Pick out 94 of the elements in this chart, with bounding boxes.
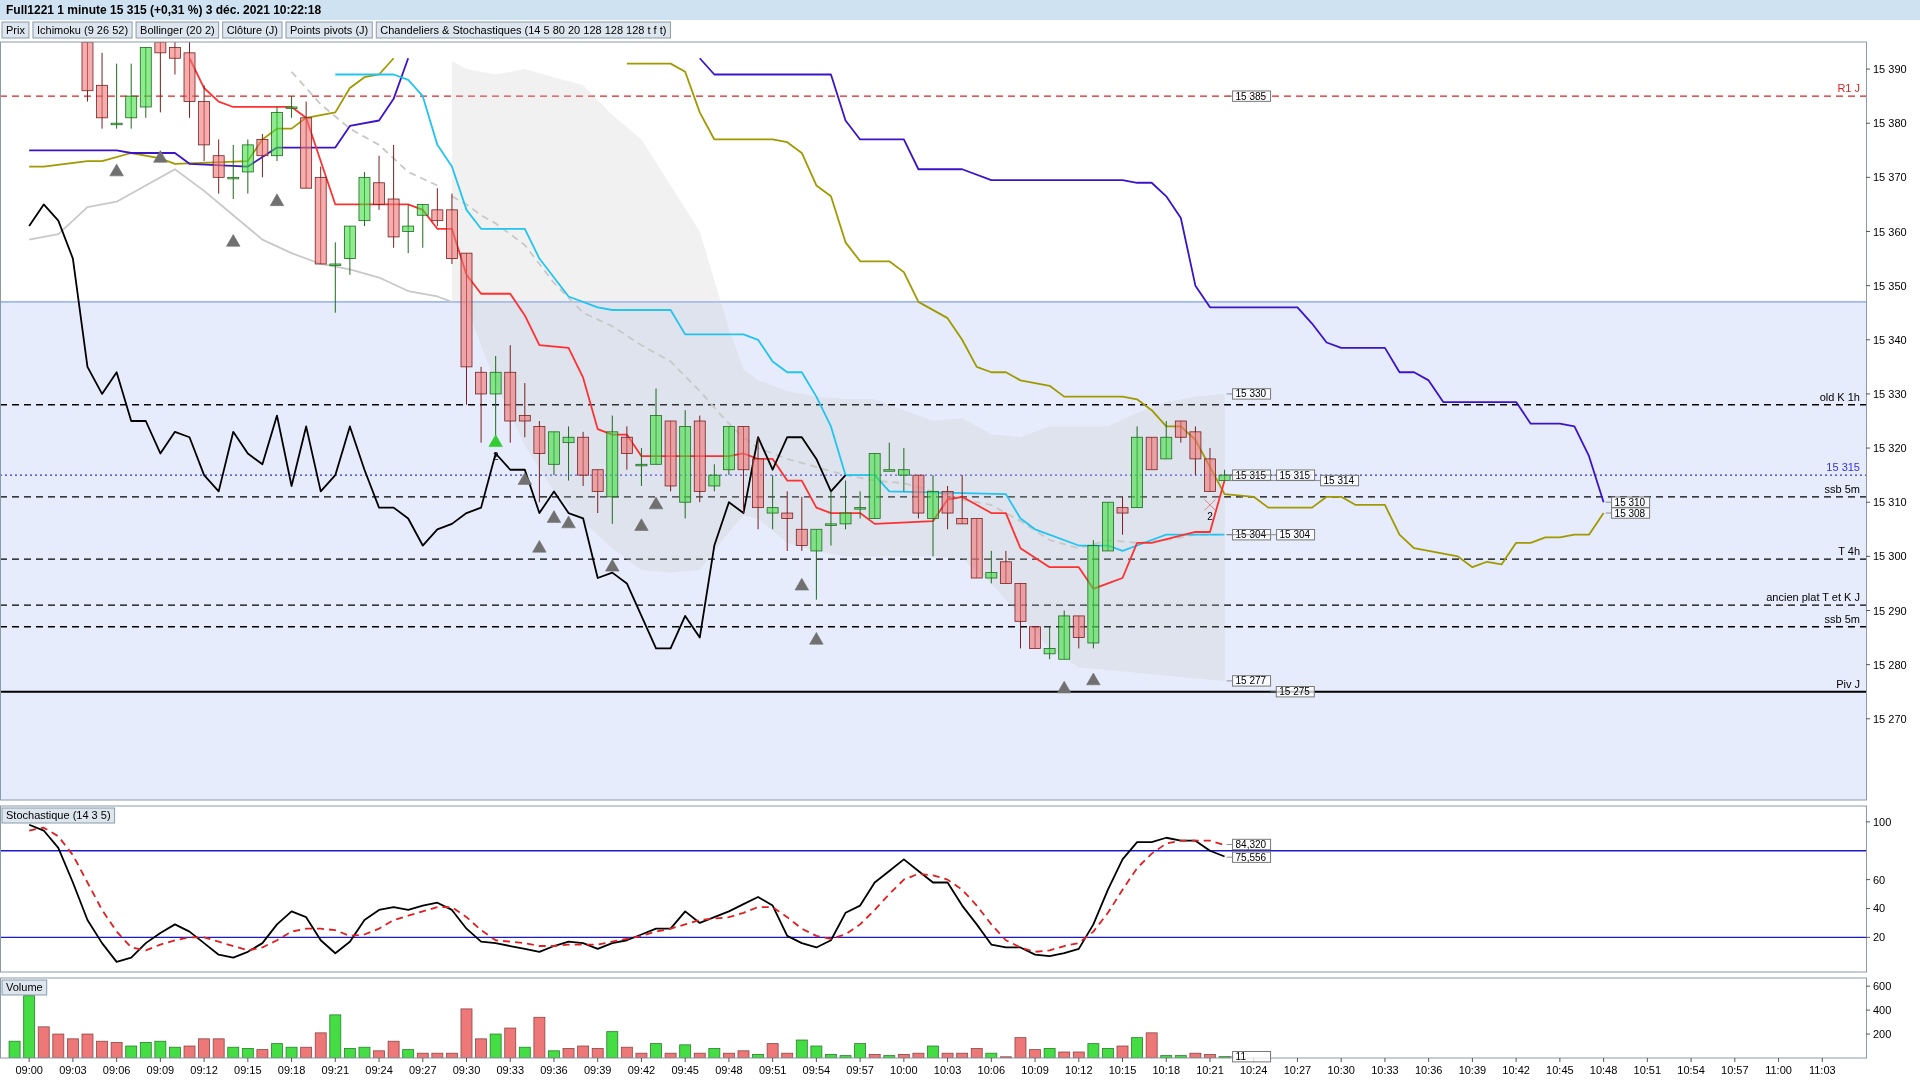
y-tick-label: 60 (1873, 873, 1886, 886)
annotation: 15 314 (1323, 475, 1355, 487)
x-tick-label: 11:00 (1765, 1064, 1792, 1076)
ref-line-label: R1 J (1837, 82, 1860, 95)
annotation: 15 308 (1614, 507, 1646, 519)
x-tick-label: 10:06 (977, 1064, 1006, 1076)
x-tick-label: 09:36 (540, 1064, 568, 1076)
x-tick-label: 09:18 (277, 1064, 306, 1076)
y-tick-label: 15 390 (1873, 63, 1907, 76)
x-tick-label: 09:39 (583, 1064, 612, 1076)
x-tick-label: 09:57 (846, 1064, 874, 1076)
x-tick-label: 09:48 (715, 1064, 743, 1076)
annotation: 15 310 (1614, 496, 1646, 508)
annotation: 15 275 (1279, 686, 1311, 698)
x-tick-label: 10:15 (1108, 1064, 1137, 1076)
y-tick-label: 15 320 (1873, 442, 1907, 455)
annotation: 15 304 (1279, 529, 1311, 541)
y-tick-label: 600 (1873, 980, 1892, 993)
x-tick-label: 10:12 (1065, 1064, 1093, 1076)
x-tick-label: 09:21 (321, 1064, 350, 1076)
x-tick-label: 10:51 (1633, 1064, 1662, 1076)
ref-line-label: ssb 5m (1824, 482, 1860, 495)
x-tick-label: 11:03 (1808, 1064, 1836, 1076)
x-tick-label: 10:54 (1677, 1064, 1705, 1076)
x-tick-label: 10:00 (890, 1064, 918, 1076)
x-tick-label: 10:36 (1414, 1064, 1443, 1076)
text: Points pivots (J) (290, 24, 369, 36)
x-tick-label: 10:09 (1021, 1064, 1049, 1076)
ref-line-label: old K 1h (1819, 390, 1860, 403)
y-tick-label: 40 (1873, 902, 1886, 915)
x-tick-label: 10:30 (1327, 1064, 1355, 1076)
annotation: 15 277 (1235, 675, 1267, 687)
x-tick-label: 09:45 (671, 1064, 699, 1076)
x-tick-label: 09:12 (190, 1064, 218, 1076)
y-tick-label: 15 280 (1873, 658, 1907, 671)
annotation: 2 (1207, 510, 1214, 522)
x-tick-label: 09:03 (59, 1064, 87, 1076)
annotation: 15 385 (1235, 90, 1267, 102)
text: Ichimoku (9 26 52) (36, 24, 129, 36)
annotation: 15 315 (1279, 469, 1311, 481)
y-tick-label: 100 (1873, 815, 1892, 828)
chart-title: Stochastique (14 3 5) (6, 809, 111, 821)
annotation: 75,556 (1235, 851, 1267, 863)
x-tick-label: 09:06 (102, 1064, 131, 1076)
y-tick-label: 15 360 (1873, 225, 1907, 238)
annotation: 15 315 (1235, 469, 1267, 481)
x-tick-label: 09:00 (15, 1064, 43, 1076)
x-tick-label: 10:27 (1283, 1064, 1312, 1076)
ref-line-label: Piv J (1836, 677, 1860, 690)
text: Clôture (J) (226, 24, 278, 36)
y-tick-label: 20 (1873, 931, 1886, 944)
y-tick-label: 400 (1873, 1004, 1892, 1017)
x-tick-label: 09:42 (627, 1064, 656, 1076)
x-tick-label: 10:21 (1196, 1064, 1224, 1076)
x-tick-label: 10:18 (1152, 1064, 1181, 1076)
x-tick-label: 09:15 (234, 1064, 262, 1076)
y-tick-label: 15 340 (1873, 333, 1907, 346)
y-tick-label: 15 380 (1873, 117, 1907, 130)
x-tick-label: 09:51 (758, 1064, 787, 1076)
x-tick-label: 10:33 (1371, 1064, 1399, 1076)
x-tick-label: 10:42 (1502, 1064, 1530, 1076)
x-tick-label: 10:39 (1458, 1064, 1487, 1076)
x-tick-label: 10:48 (1589, 1064, 1618, 1076)
annotation: 15 304 (1235, 529, 1267, 541)
x-tick-label: 09:33 (496, 1064, 524, 1076)
y-tick-label: 200 (1873, 1028, 1892, 1041)
ref-line-label: ssb 5m (1824, 612, 1860, 625)
y-tick-label: 15 370 (1873, 171, 1907, 184)
text: Chandeliers & Stochastiques (14 5 80 20 128 128 128 t f t) (380, 24, 667, 36)
y-tick-label: 15 350 (1873, 279, 1907, 292)
text: Prix (6, 24, 26, 36)
x-tick-label: 09:54 (802, 1064, 831, 1076)
chart-title: Volume (6, 981, 43, 993)
x-tick-label: 09:09 (146, 1064, 175, 1076)
y-tick-label: 15 330 (1873, 387, 1907, 400)
y-tick-label: 15 270 (1873, 712, 1907, 725)
x-tick-label: 09:27 (409, 1064, 437, 1076)
annotation: 11 (1235, 1051, 1247, 1063)
y-tick-label: 15 290 (1873, 604, 1907, 617)
ref-line-label: T 4h (1838, 545, 1860, 558)
annotation: 84,320 (1235, 839, 1267, 851)
x-tick-label: 09:24 (365, 1064, 393, 1076)
chart-title: Full1221 1 minute 15 315 (+0,31 %) 3 déc. 2021 10:22:18 (6, 3, 322, 17)
x-tick-label: 10:24 (1239, 1064, 1268, 1076)
text: Bollinger (20 2) (140, 24, 215, 36)
annotation: 15 330 (1235, 388, 1267, 400)
x-tick-label: 10:45 (1546, 1064, 1574, 1076)
x-tick-label: 10:03 (933, 1064, 962, 1076)
ref-line-label: 15 315 (1826, 461, 1860, 474)
x-tick-label: 09:30 (452, 1064, 481, 1076)
y-tick-label: 15 310 (1873, 496, 1907, 509)
x-tick-label: 10:57 (1721, 1064, 1749, 1076)
ref-line-label: ancien plat T et K J (1766, 591, 1860, 604)
y-tick-label: 15 300 (1873, 550, 1907, 563)
